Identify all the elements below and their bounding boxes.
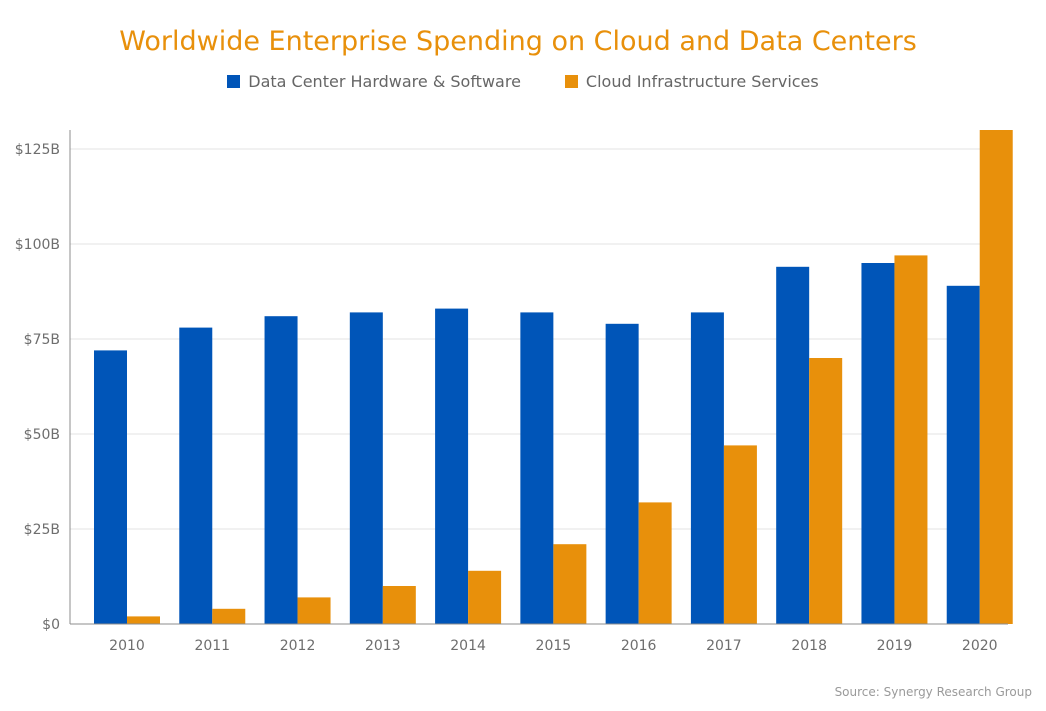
legend-item-cloud: Cloud Infrastructure Services	[564, 72, 819, 91]
bar-cloud-2017	[723, 445, 757, 624]
y-tick-label: $25B	[24, 522, 60, 538]
x-tick-label: 2013	[365, 638, 401, 654]
chart-legend: Data Center Hardware & Software Cloud In…	[0, 72, 1046, 91]
x-tick-label: 2011	[194, 638, 230, 654]
legend-label-cloud: Cloud Infrastructure Services	[585, 72, 819, 91]
x-tick-label: 2014	[450, 638, 486, 654]
legend-label-data-center: Data Center Hardware & Software	[248, 72, 521, 91]
bar-data-center-2019	[861, 263, 895, 624]
bar-cloud-2016	[638, 502, 672, 624]
bar-cloud-2019	[894, 255, 928, 624]
bar-data-center-2012	[264, 316, 298, 624]
bar-data-center-2017	[690, 312, 724, 624]
x-tick-label: 2017	[706, 638, 742, 654]
bar-data-center-2016	[605, 323, 639, 624]
bars-layer	[94, 130, 1013, 624]
x-tick-label: 2019	[877, 638, 913, 654]
source-note: Source: Synergy Research Group	[834, 685, 1032, 699]
bar-data-center-2014	[435, 308, 469, 624]
bar-cloud-2014	[468, 570, 502, 624]
legend-swatch-cloud	[564, 75, 578, 88]
bar-cloud-2012	[297, 597, 331, 624]
legend-swatch-data-center	[227, 75, 241, 88]
bar-cloud-2011	[212, 608, 246, 624]
x-tick-label: 2015	[536, 638, 572, 654]
y-tick-label: $75B	[24, 332, 60, 348]
bar-data-center-2010	[94, 350, 127, 624]
x-tick-label: 2012	[280, 638, 316, 654]
bar-data-center-2020	[946, 285, 980, 624]
chart-title: Worldwide Enterprise Spending on Cloud a…	[119, 26, 917, 57]
bar-cloud-2010	[127, 616, 160, 624]
bar-cloud-2020	[979, 130, 1013, 624]
y-tick-label: $50B	[24, 427, 60, 443]
bar-data-center-2011	[179, 327, 213, 624]
bar-data-center-2013	[349, 312, 383, 624]
axis-layer: $0 $25B $50B $75B $100B $125B 2010 2011 2012 2013…	[15, 130, 1008, 654]
y-tick-label: $125B	[15, 142, 60, 158]
y-tick-label: $100B	[15, 237, 60, 253]
bar-data-center-2018	[776, 266, 810, 624]
legend-item-data-center: Data Center Hardware & Software	[227, 72, 521, 91]
x-tick-label: 2020	[962, 638, 998, 654]
bar-cloud-2018	[809, 358, 843, 624]
x-tick-label: 2016	[621, 638, 657, 654]
bar-cloud-2015	[553, 544, 587, 624]
bar-data-center-2015	[520, 312, 554, 624]
x-tick-label: 2018	[791, 638, 827, 654]
y-tick-label: $0	[42, 617, 60, 633]
x-tick-label: 2010	[109, 638, 145, 654]
bar-cloud-2013	[382, 586, 416, 624]
